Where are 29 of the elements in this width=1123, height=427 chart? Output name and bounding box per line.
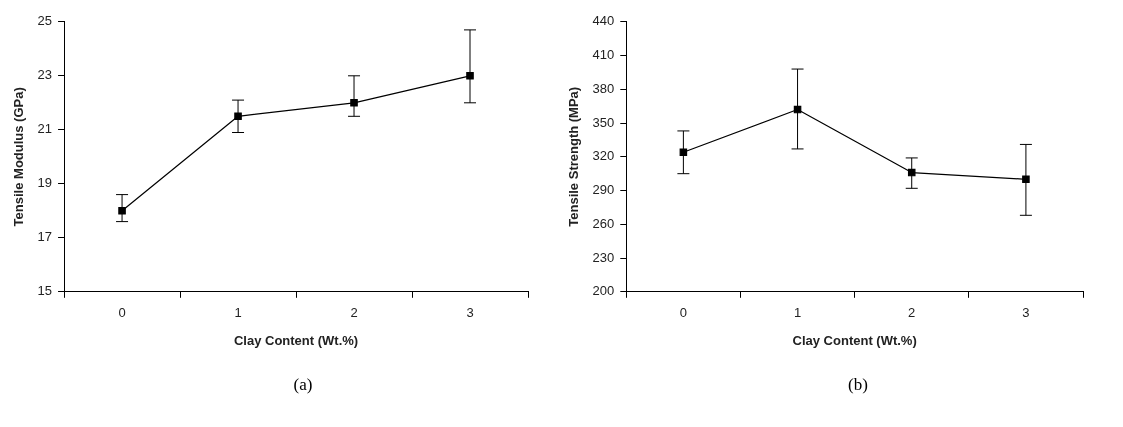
y-tick-label: 260 bbox=[592, 215, 615, 231]
y-tick-label: 350 bbox=[592, 114, 615, 130]
y-tick-label: 19 bbox=[37, 175, 53, 191]
y-tick-label: 23 bbox=[37, 67, 53, 83]
x-tick-label: 2 bbox=[350, 305, 358, 321]
y-tick-label: 17 bbox=[37, 229, 53, 245]
x-tick-label: 3 bbox=[1022, 305, 1030, 321]
y-tick-label: 440 bbox=[592, 13, 615, 29]
y-tick-label: 320 bbox=[592, 148, 615, 164]
y-tick-label: 200 bbox=[592, 283, 615, 299]
x-tick-label: 1 bbox=[793, 305, 802, 321]
x-tick-label: 2 bbox=[908, 305, 916, 321]
x-axis-title: Clay Content (Wt.%) bbox=[233, 332, 359, 348]
x-axis-title: Clay Content (Wt.%) bbox=[792, 332, 917, 348]
x-tick-label: 0 bbox=[118, 305, 126, 321]
text: (a) bbox=[292, 375, 314, 395]
y-tick-label: 230 bbox=[592, 249, 615, 265]
y-axis-title: Tensile Strength (MPa) bbox=[566, 86, 582, 227]
x-tick-label: 1 bbox=[234, 305, 242, 321]
y-axis-title: Tensile Modulus (GPa) bbox=[11, 87, 27, 227]
x-tick-label: 0 bbox=[679, 305, 687, 321]
y-tick-label: 25 bbox=[37, 13, 53, 29]
y-tick-label: 380 bbox=[592, 80, 615, 96]
text: (b) bbox=[847, 375, 869, 395]
y-tick-label: 21 bbox=[37, 121, 53, 137]
x-tick-label: 3 bbox=[466, 305, 474, 321]
y-tick-label: 290 bbox=[592, 182, 615, 198]
y-tick-label: 410 bbox=[592, 47, 615, 63]
y-tick-label: 15 bbox=[37, 283, 53, 299]
